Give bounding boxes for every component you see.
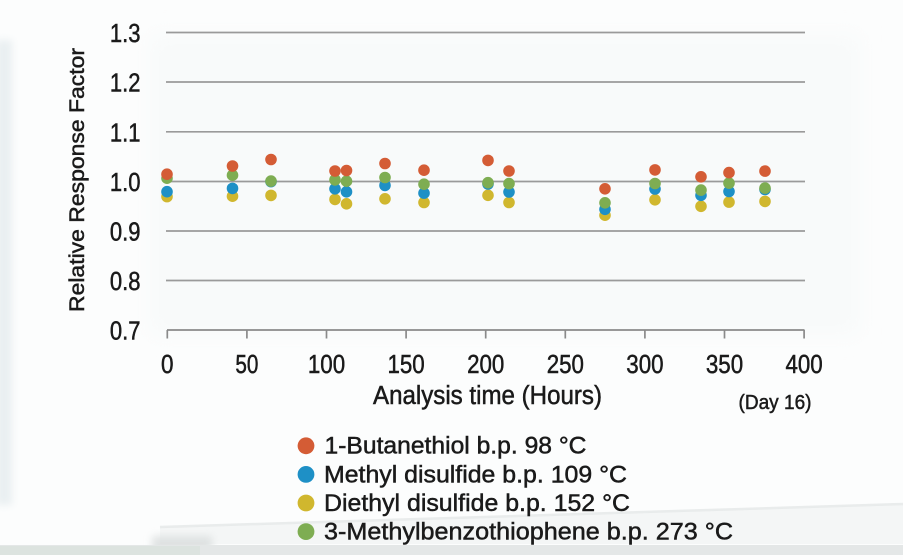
svg-text:400: 400: [786, 351, 823, 379]
svg-text:Diethyl disulfide b.p. 152 °C: Diethyl disulfide b.p. 152 °C: [324, 490, 630, 517]
svg-text:1.1: 1.1: [110, 119, 141, 147]
svg-text:1-Butanethiol b.p. 98 °C: 1-Butanethiol b.p. 98 °C: [325, 433, 587, 460]
svg-text:(Day 16): (Day 16): [739, 391, 812, 414]
svg-text:300: 300: [626, 351, 663, 379]
svg-text:0.9: 0.9: [110, 219, 141, 247]
svg-text:150: 150: [388, 351, 425, 379]
svg-text:3-Methylbenzothiophene b.p. 27: 3-Methylbenzothiophene b.p. 273 °C: [324, 519, 733, 546]
svg-text:0.7: 0.7: [110, 318, 141, 346]
svg-text:1.3: 1.3: [110, 20, 141, 48]
svg-text:100: 100: [308, 351, 345, 379]
svg-text:Methyl disulfide b.p. 109 °C: Methyl disulfide b.p. 109 °C: [324, 461, 627, 488]
svg-text:250: 250: [547, 351, 584, 379]
svg-text:0: 0: [161, 351, 174, 379]
svg-text:0.8: 0.8: [110, 268, 141, 296]
svg-text:200: 200: [467, 351, 504, 379]
svg-text:Analysis time (Hours): Analysis time (Hours): [373, 382, 602, 410]
svg-text:1.2: 1.2: [110, 70, 141, 98]
svg-text:350: 350: [706, 351, 743, 379]
svg-text:1.0: 1.0: [110, 169, 141, 197]
svg-text:50: 50: [235, 351, 258, 379]
svg-text:Relative Response Factor: Relative Response Factor: [66, 48, 89, 312]
